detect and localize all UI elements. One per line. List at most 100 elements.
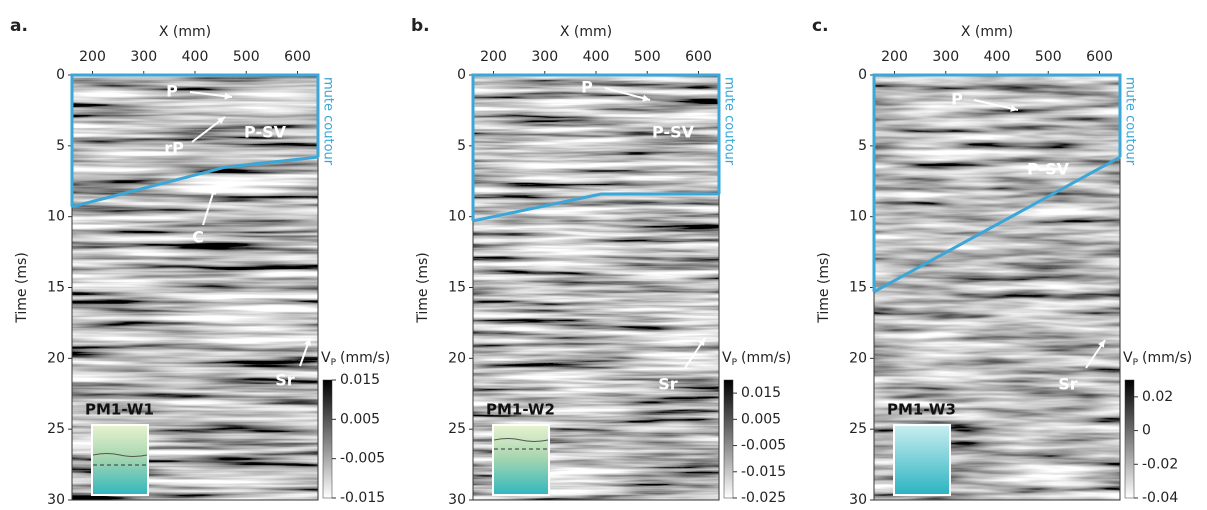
well-label: PM1-W2	[486, 401, 555, 419]
arrow-head	[304, 338, 311, 346]
y-axis-label: Time (ms)	[415, 252, 431, 324]
colorbar-unit: (mm/s)	[741, 350, 791, 366]
x-tick-label: 400	[583, 49, 610, 65]
colorbar-unit: (mm/s)	[340, 350, 390, 366]
x-tick-label: 600	[284, 49, 311, 65]
colorbar-tick-label: -0.04	[1142, 490, 1178, 506]
x-axis-label: X (mm)	[961, 24, 1013, 40]
well-label: PM1-W3	[887, 401, 956, 419]
well-layer	[493, 438, 549, 442]
mute-label: mute coutour	[321, 77, 336, 166]
annotation: Sr	[1058, 375, 1078, 394]
annotation: P	[951, 90, 963, 109]
well-label: PM1-W1	[85, 401, 154, 419]
arrow-head	[642, 94, 650, 102]
colorbar-tick-label: -0.005	[340, 451, 385, 467]
colorbar-subscript: P	[331, 358, 337, 368]
mute-label: mute coutour	[722, 77, 737, 166]
annotation: P-SV	[1027, 160, 1070, 179]
mute-line	[873, 155, 1121, 294]
arrow-head	[209, 187, 217, 195]
x-tick-label: 200	[79, 49, 106, 65]
colorbar-symbol: V	[1123, 350, 1133, 366]
y-tick-label: 25	[448, 421, 466, 437]
colorbar	[723, 379, 734, 499]
y-tick-label: 25	[47, 421, 65, 437]
x-tick-label: 600	[685, 49, 712, 65]
annotation: Sr	[275, 371, 295, 390]
x-tick-label: 300	[932, 49, 959, 65]
y-tick-label: 0	[457, 67, 466, 83]
annotation: P	[581, 78, 593, 97]
x-axis-label: X (mm)	[560, 24, 612, 40]
well-inset	[893, 424, 951, 496]
colorbar-tick-label: -0.02	[1142, 456, 1178, 472]
colorbar-tick-label: 0.015	[340, 372, 380, 388]
y-tick-label: 20	[849, 350, 867, 366]
arrow-head	[217, 117, 225, 125]
colorbar-label: VP (mm/s)	[321, 350, 390, 368]
colorbar-subscript: P	[732, 358, 738, 368]
colorbar-label: VP (mm/s)	[1123, 350, 1192, 368]
mute-label: mute coutour	[1123, 77, 1138, 166]
colorbar-label: VP (mm/s)	[722, 350, 791, 368]
y-tick-label: 5	[457, 138, 466, 154]
annotation: P-SV	[244, 123, 287, 142]
arrow-head	[1098, 340, 1105, 348]
x-tick-label: 400	[182, 49, 209, 65]
annotation: P	[166, 82, 178, 101]
panel-label: c.	[812, 16, 829, 36]
colorbar-symbol: V	[722, 350, 732, 366]
y-tick-label: 0	[858, 67, 867, 83]
y-tick-label: 30	[448, 492, 466, 508]
colorbar-tick-label: 0.02	[1142, 389, 1173, 405]
colorbar-subscript: P	[1133, 358, 1139, 368]
mute-box	[70, 73, 320, 207]
y-tick-label: 30	[849, 492, 867, 508]
y-tick-label: 20	[47, 350, 65, 366]
arrow-head	[698, 338, 705, 346]
panel-label: a.	[10, 16, 28, 36]
mute-line	[472, 192, 719, 223]
colorbar-tick-label: 0.005	[741, 411, 781, 427]
colorbar-tick-label: 0.015	[741, 385, 781, 401]
panel-label: b.	[411, 16, 430, 36]
y-tick-label: 30	[47, 492, 65, 508]
colorbar	[1124, 379, 1135, 499]
y-tick-label: 10	[849, 209, 867, 225]
x-tick-label: 400	[984, 49, 1011, 65]
y-tick-label: 10	[47, 209, 65, 225]
well-inset	[91, 424, 149, 496]
x-tick-label: 300	[531, 49, 558, 65]
colorbar	[322, 379, 333, 499]
mute-box	[872, 73, 1122, 292]
colorbar-tick-label: -0.015	[741, 464, 786, 480]
mute-box	[471, 73, 721, 221]
annotation-arrow	[604, 87, 651, 101]
well-inset	[492, 424, 550, 496]
y-tick-label: 25	[849, 421, 867, 437]
colorbar-unit: (mm/s)	[1142, 350, 1192, 366]
mute-line	[71, 155, 319, 209]
annotation: Sr	[658, 375, 678, 394]
arrow-head	[1010, 105, 1018, 112]
y-tick-label: 5	[858, 138, 867, 154]
annotation: P-SV	[652, 123, 695, 142]
colorbar-tick-label: -0.025	[741, 490, 786, 506]
annotation: rP	[164, 139, 184, 158]
y-tick-label: 10	[448, 209, 466, 225]
y-tick-label: 20	[448, 350, 466, 366]
y-tick-label: 15	[448, 280, 466, 296]
x-tick-label: 600	[1086, 49, 1113, 65]
x-axis-label: X (mm)	[159, 24, 211, 40]
y-axis-label: Time (ms)	[14, 252, 30, 324]
y-tick-label: 15	[849, 280, 867, 296]
colorbar-tick-label: -0.015	[340, 490, 385, 506]
well-layer	[92, 453, 148, 457]
x-tick-label: 300	[130, 49, 157, 65]
colorbar-tick-label: 0.005	[340, 411, 380, 427]
x-tick-label: 200	[881, 49, 908, 65]
colorbar-tick-label: 0	[1142, 423, 1151, 439]
arrow-head	[224, 92, 232, 100]
y-axis-label: Time (ms)	[816, 252, 832, 324]
